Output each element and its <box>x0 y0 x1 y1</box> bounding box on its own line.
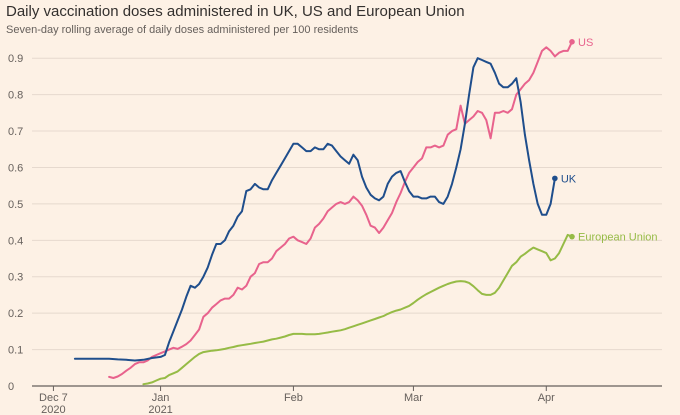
series-end-dot-us <box>569 39 575 45</box>
series-end-dot-european-union <box>569 233 575 240</box>
chart-subtitle: Seven-day rolling average of daily doses… <box>6 24 359 36</box>
y-tick-label: 0.5 <box>8 199 23 211</box>
y-tick-label: 0.8 <box>8 90 23 102</box>
series-end-dot-uk <box>552 175 558 182</box>
y-tick-label: 0.7 <box>8 126 23 138</box>
series-label-us: US <box>578 37 593 49</box>
series <box>73 39 575 386</box>
y-axis: 0 0.1 0.2 0.3 0.4 0.5 0.6 0.7 0.8 0.9 <box>8 53 23 393</box>
chart-title: Daily vaccination doses administered in … <box>6 3 465 20</box>
series-label-uk: UK <box>561 173 577 185</box>
series-line-us <box>108 40 573 379</box>
x-tick-label: Dec 7 <box>39 392 68 404</box>
y-tick-label: 0.4 <box>8 235 23 247</box>
series-label-european-union: European Union <box>578 232 658 244</box>
y-tick-label: 0.9 <box>8 53 23 65</box>
y-tick-label: 0.6 <box>8 162 23 174</box>
y-tick-label: 0.1 <box>8 345 23 357</box>
series-line-european-union <box>142 233 573 386</box>
x-tick-label: Apr <box>538 392 555 404</box>
series-labels: US UK European Union <box>561 37 658 244</box>
x-tick-year-label: 2020 <box>41 404 65 415</box>
x-tick-label: Jan <box>152 392 170 404</box>
y-tick-label: 0.2 <box>8 308 23 320</box>
y-tick-label: 0 <box>8 381 14 393</box>
x-tick-label: Feb <box>284 392 303 404</box>
x-tick-label: Mar <box>404 392 423 404</box>
gridlines <box>32 57 662 387</box>
x-tick-year-label: 2021 <box>148 404 172 415</box>
series-line-uk <box>73 57 556 362</box>
y-tick-label: 0.3 <box>8 272 23 284</box>
